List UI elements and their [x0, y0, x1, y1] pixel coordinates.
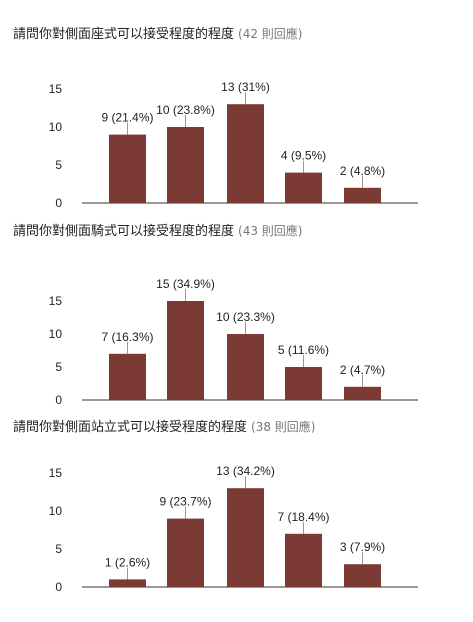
bar-chart: 0 5 10 15 9 (21.4%)10 (23.8%) 13 (31%) 4 (9.5%…	[49, 80, 418, 210]
bar	[227, 334, 264, 400]
bar	[344, 386, 381, 400]
bar-data-label: 10 (23.3%)	[216, 310, 275, 324]
bar	[167, 127, 204, 203]
bar-chart: 0 5 10 15 1 (2.6%) 9 (23.7%) 13 (34.2%) 7 (18.4…	[49, 464, 418, 594]
response-count: (38 則回應)	[251, 420, 316, 434]
bar	[344, 187, 381, 203]
y-tick-label: 5	[55, 360, 62, 374]
bar-data-label: 9 (23.7%)	[159, 495, 211, 509]
y-tick-label: 15	[49, 294, 63, 308]
bar	[285, 172, 322, 203]
bar-data-label: 3 (7.9%)	[340, 540, 385, 554]
response-count: (43 則回應)	[238, 224, 303, 238]
y-tick-label: 0	[55, 196, 62, 210]
bar-data-label: 15 (34.9%)	[156, 277, 215, 291]
bar-data-label: 2 (4.8%)	[340, 164, 385, 178]
y-tick-label: 10	[49, 120, 63, 134]
bar-data-label: 7 (16.3%)	[101, 330, 153, 344]
chart-title-row: 請問你對側面座式可以接受程度的程度 (42 則回應)	[13, 23, 302, 42]
y-tick-label: 10	[49, 504, 63, 518]
y-tick-label: 15	[49, 82, 63, 96]
chart-title: 請問你對側面座式可以接受程度的程度	[13, 27, 235, 42]
bar	[285, 533, 322, 587]
bar-data-label: 7 (18.4%)	[277, 510, 329, 524]
bar-data-label: 10 (23.8%)	[156, 103, 215, 117]
bar-data-label: 1 (2.6%)	[105, 555, 150, 569]
bar	[285, 367, 322, 400]
y-tick-label: 0	[55, 580, 62, 594]
chart-title: 請問你對側面騎式可以接受程度的程度	[13, 224, 235, 239]
y-tick-label: 0	[55, 393, 62, 407]
bar	[167, 301, 204, 400]
bar-data-label: 13 (31%)	[221, 80, 270, 94]
bar	[227, 488, 264, 587]
bar-data-label: 5 (11.6%)	[278, 343, 329, 357]
bar	[109, 353, 146, 400]
bar-data-label: 13 (34.2%)	[216, 464, 275, 478]
bar-data-label: 4 (9.5%)	[281, 149, 326, 163]
bar	[109, 134, 146, 203]
chart-title-row: 請問你對側面站立式可以接受程度的程度 (38 則回應)	[13, 416, 315, 435]
chart-title-row: 請問你對側面騎式可以接受程度的程度 (43 則回應)	[13, 220, 302, 239]
y-tick-label: 5	[55, 542, 62, 556]
response-count: (42 則回應)	[238, 27, 303, 41]
bar-data-label: 2 (4.7%)	[340, 363, 385, 377]
bar	[227, 104, 264, 203]
bar	[167, 518, 204, 587]
bar	[344, 564, 381, 587]
bar	[109, 579, 146, 587]
y-tick-label: 10	[49, 327, 63, 341]
chart-title: 請問你對側面站立式可以接受程度的程度	[13, 420, 248, 435]
bar-data-label: 9 (21.4%)	[101, 111, 153, 125]
y-tick-label: 5	[55, 158, 62, 172]
bar-chart: 0 5 10 15 7 (16.3%) 15 (34.9%) 10 (23.3%) 5 (11…	[49, 277, 418, 407]
y-tick-label: 15	[49, 466, 63, 480]
